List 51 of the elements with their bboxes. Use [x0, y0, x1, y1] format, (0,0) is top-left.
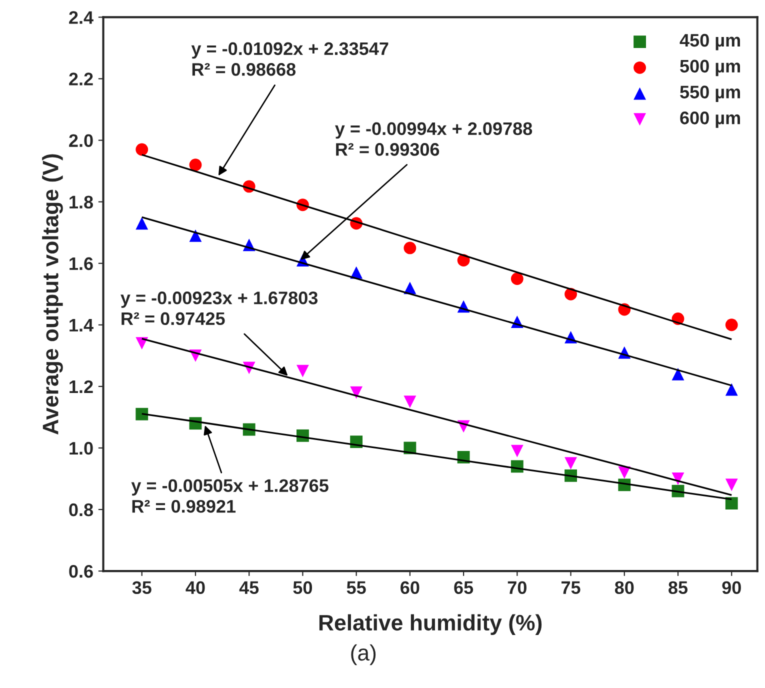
point: [672, 472, 684, 485]
point: [404, 396, 416, 408]
annotation: y = -0.00923x + 1.67803 R² = 0.97425: [120, 292, 318, 326]
y-tick-label: 1.8: [70, 196, 93, 209]
text: (a): [351, 644, 376, 666]
x-tick-label: 80: [614, 581, 634, 594]
point: [350, 386, 363, 399]
point: [725, 497, 738, 510]
x-tick-label: 50: [293, 581, 312, 594]
y-tick-label: 1.2: [70, 380, 93, 393]
x-tick-label: 70: [508, 581, 526, 594]
x-tick-label: 90: [722, 581, 741, 594]
y-tick-label: 1.4: [70, 319, 94, 332]
annotation: y = -0.01092x + 2.33547 R² = 0.98668: [191, 42, 388, 76]
y-tick-label: 0.8: [69, 503, 93, 516]
x-tick-label: 35: [132, 581, 152, 594]
x-tick-label: 55: [346, 581, 366, 594]
point: [725, 318, 738, 332]
legend-label: 500 µm: [680, 60, 740, 76]
point: [510, 272, 524, 285]
point: [725, 383, 738, 396]
point: [136, 408, 148, 420]
point: [510, 444, 524, 458]
x-tick-label: 75: [562, 581, 580, 594]
y-axis-title: Average output voltage (V): [42, 154, 63, 435]
point: [404, 242, 416, 254]
point: [136, 217, 148, 230]
y-tick-label: 0.6: [69, 564, 93, 578]
legend-label: 600 µm: [680, 112, 740, 128]
point: [725, 478, 738, 492]
point: [189, 158, 202, 172]
y-tick-label: 2.4: [69, 11, 94, 24]
x-tick-label: 65: [454, 581, 474, 594]
y-tick-label: 1.6: [70, 257, 93, 270]
point: [672, 368, 684, 380]
legend-label: 550 µm: [680, 86, 740, 102]
y-tick-label: 2.0: [69, 134, 93, 147]
point: [296, 364, 309, 378]
legend-label: 450 µm: [680, 34, 740, 50]
point: [564, 457, 577, 470]
x-tick-label: 85: [668, 581, 688, 594]
x-tick-label: 40: [186, 581, 205, 594]
x-axis-title: Relative humidity (%): [319, 614, 542, 635]
x-tick-label: 45: [239, 581, 259, 594]
y-tick-label: 1.0: [70, 442, 93, 455]
y-tick-label: 2.2: [69, 72, 93, 86]
point: [136, 143, 148, 156]
point: [189, 229, 202, 242]
annotation: y = -0.00505x + 1.28765 R² = 0.98921: [131, 479, 328, 513]
x-tick-label: 60: [400, 581, 420, 594]
annotation: y = -0.00994x + 2.09788 R² = 0.99306: [335, 122, 532, 156]
